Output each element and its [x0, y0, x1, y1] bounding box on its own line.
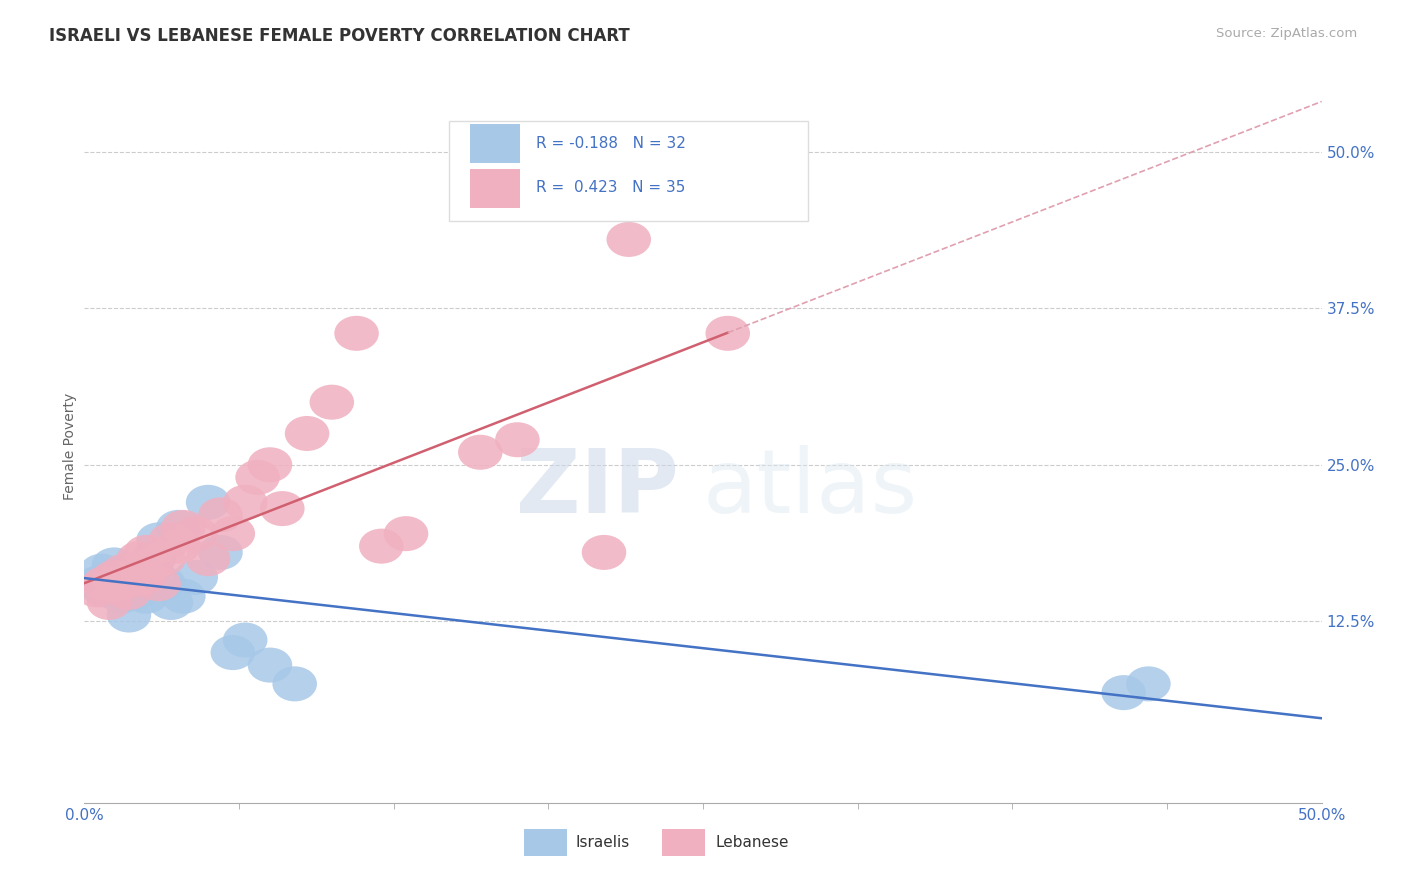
Text: ISRAELI VS LEBANESE FEMALE POVERTY CORRELATION CHART: ISRAELI VS LEBANESE FEMALE POVERTY CORRE… — [49, 27, 630, 45]
Ellipse shape — [247, 648, 292, 682]
Ellipse shape — [384, 516, 429, 551]
Text: Israelis: Israelis — [575, 835, 630, 850]
Text: ZIP: ZIP — [516, 445, 678, 533]
Ellipse shape — [91, 548, 136, 582]
Ellipse shape — [124, 535, 169, 570]
Ellipse shape — [110, 573, 153, 607]
Ellipse shape — [121, 560, 166, 595]
Ellipse shape — [136, 523, 181, 558]
Ellipse shape — [129, 548, 173, 582]
Ellipse shape — [285, 416, 329, 451]
Ellipse shape — [149, 523, 193, 558]
Ellipse shape — [75, 573, 120, 607]
Ellipse shape — [114, 575, 159, 610]
Ellipse shape — [100, 566, 143, 601]
Ellipse shape — [117, 570, 162, 605]
Ellipse shape — [117, 541, 162, 576]
Ellipse shape — [495, 422, 540, 458]
FancyBboxPatch shape — [471, 124, 520, 163]
Ellipse shape — [582, 535, 626, 570]
FancyBboxPatch shape — [662, 830, 706, 856]
Ellipse shape — [149, 585, 193, 620]
Ellipse shape — [1126, 666, 1171, 701]
Ellipse shape — [359, 529, 404, 564]
Ellipse shape — [273, 666, 316, 701]
Ellipse shape — [706, 316, 749, 351]
Ellipse shape — [247, 447, 292, 483]
Ellipse shape — [107, 575, 152, 610]
Ellipse shape — [198, 535, 243, 570]
Ellipse shape — [82, 573, 127, 607]
Ellipse shape — [335, 316, 378, 351]
Ellipse shape — [136, 566, 181, 601]
Ellipse shape — [87, 560, 131, 595]
Ellipse shape — [79, 554, 124, 589]
Text: Lebanese: Lebanese — [716, 835, 789, 850]
Ellipse shape — [235, 459, 280, 495]
Text: atlas: atlas — [703, 445, 918, 533]
Ellipse shape — [111, 563, 156, 598]
Ellipse shape — [141, 566, 186, 601]
Ellipse shape — [91, 560, 136, 595]
Y-axis label: Female Poverty: Female Poverty — [63, 392, 77, 500]
Ellipse shape — [101, 560, 146, 595]
Ellipse shape — [141, 541, 186, 576]
Ellipse shape — [186, 485, 231, 520]
FancyBboxPatch shape — [450, 121, 808, 221]
Ellipse shape — [1101, 675, 1146, 710]
Ellipse shape — [224, 623, 267, 657]
Ellipse shape — [156, 510, 201, 545]
FancyBboxPatch shape — [471, 169, 520, 208]
Ellipse shape — [97, 566, 141, 601]
Ellipse shape — [111, 563, 156, 598]
Ellipse shape — [87, 585, 131, 620]
Ellipse shape — [211, 635, 254, 670]
Ellipse shape — [173, 516, 218, 551]
Ellipse shape — [104, 554, 149, 589]
Ellipse shape — [162, 510, 205, 545]
Ellipse shape — [107, 598, 152, 632]
Ellipse shape — [162, 579, 205, 614]
Ellipse shape — [260, 491, 305, 526]
Ellipse shape — [124, 579, 169, 614]
Text: R = -0.188   N = 32: R = -0.188 N = 32 — [536, 136, 686, 151]
Ellipse shape — [198, 498, 243, 533]
Ellipse shape — [101, 554, 146, 589]
Ellipse shape — [100, 579, 143, 614]
Ellipse shape — [75, 566, 120, 601]
Ellipse shape — [606, 222, 651, 257]
Ellipse shape — [82, 566, 127, 601]
Text: R =  0.423   N = 35: R = 0.423 N = 35 — [536, 180, 685, 195]
Ellipse shape — [211, 516, 254, 551]
Text: Source: ZipAtlas.com: Source: ZipAtlas.com — [1216, 27, 1357, 40]
Ellipse shape — [131, 541, 176, 576]
Ellipse shape — [129, 566, 173, 601]
Ellipse shape — [120, 558, 163, 592]
Ellipse shape — [186, 541, 231, 576]
FancyBboxPatch shape — [523, 830, 567, 856]
Ellipse shape — [173, 560, 218, 595]
Ellipse shape — [156, 529, 201, 564]
Ellipse shape — [224, 485, 267, 520]
Ellipse shape — [458, 434, 502, 470]
Ellipse shape — [309, 384, 354, 420]
